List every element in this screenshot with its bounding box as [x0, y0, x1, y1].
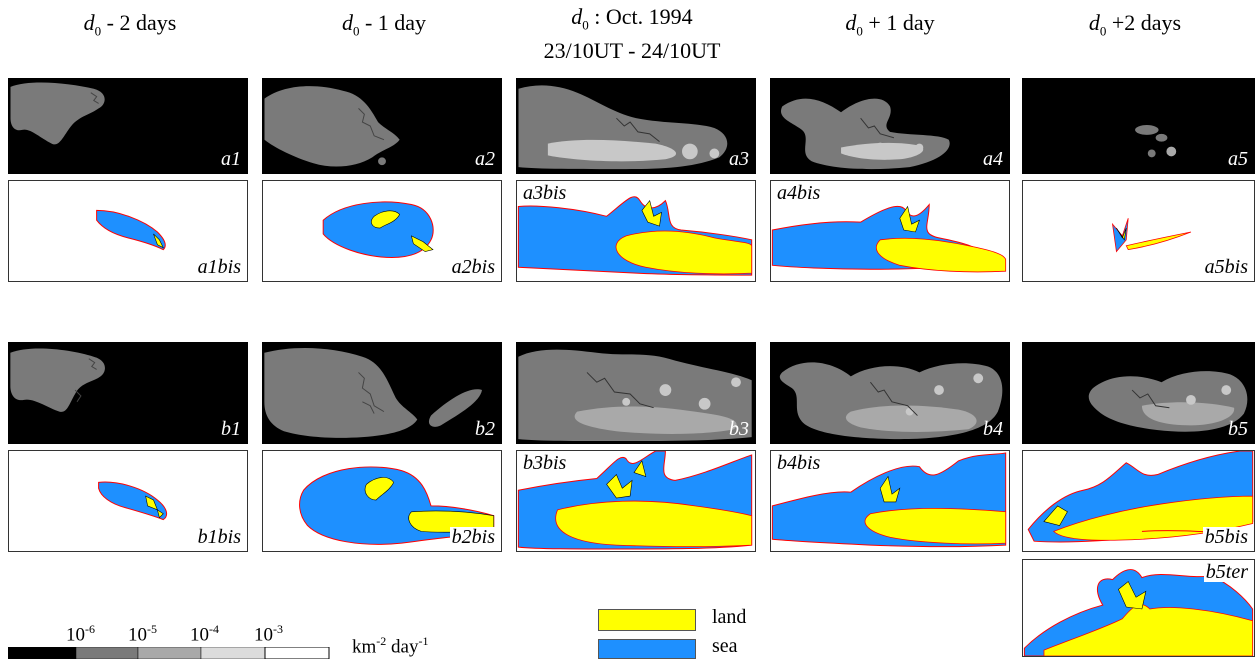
map-panel-a1: a1 — [8, 78, 248, 174]
landsea-panel-b3bis: b3bis — [516, 450, 756, 552]
header-symbol: d — [341, 10, 353, 35]
panel-label-b2bis: b2bis — [449, 526, 497, 548]
header-text: - 2 days — [101, 10, 177, 35]
density-map-a1 — [10, 82, 105, 145]
colorbar-tick-1: 10-6 — [66, 622, 95, 646]
header-date-range: 23/10UT - 24/10UT — [543, 38, 721, 64]
colorbar — [8, 647, 330, 659]
header-text: - 1 day — [359, 10, 427, 35]
colorbar-tick-3: 10-4 — [190, 622, 219, 646]
landsea-map-b1bis — [98, 481, 168, 521]
header-subscript: 0 — [352, 23, 360, 39]
density-map-a4 — [781, 98, 950, 170]
header-text: + 1 day — [862, 10, 935, 35]
panel-label-b5ter: b5ter — [1203, 561, 1250, 583]
panel-label-a1bis: a1bis — [195, 256, 243, 278]
panel-label-b2: b2 — [475, 418, 495, 440]
panel-label-a4: a4 — [983, 148, 1003, 170]
column-header-5: d0 +2 days — [1015, 10, 1255, 44]
landsea-panel-a1bis: a1bis — [8, 180, 248, 282]
panel-label-a5bis: a5bis — [1202, 256, 1250, 278]
landsea-map-a2bis — [322, 201, 434, 258]
landsea-map-a1bis — [96, 209, 166, 251]
landsea-map-a5bis — [1111, 218, 1192, 253]
column-header-4: d0 + 1 day — [770, 10, 1010, 44]
panel-label-a5: a5 — [1228, 148, 1248, 170]
landsea-panel-a2bis: a2bis — [262, 180, 502, 282]
map-panel-b5: b5 — [1022, 342, 1255, 444]
landsea-map-a3bis — [517, 196, 753, 276]
panel-label-b4bis: b4bis — [775, 452, 823, 474]
map-panel-a3: a3 — [516, 78, 756, 174]
colorbar-unit: km-2 day-1 — [352, 634, 429, 658]
landsea-map-b2bis — [299, 466, 495, 545]
landsea-panel-b4bis: b4bis — [770, 450, 1010, 552]
header-text: +2 days — [1106, 10, 1182, 35]
map-panel-b4: b4 — [770, 342, 1010, 444]
density-map-b4 — [779, 362, 1003, 440]
landsea-panel-a3bis: a3bis — [516, 180, 756, 282]
header-text: : Oct. 1994 — [588, 4, 693, 29]
landsea-panel-b5bis: b5bis — [1022, 450, 1255, 552]
map-panel-a4: a4 — [770, 78, 1010, 174]
header-symbol: d — [845, 10, 857, 35]
column-header-1: d0 - 2 days — [10, 10, 250, 44]
panel-label-a4bis: a4bis — [775, 182, 823, 204]
header-symbol: d — [571, 4, 583, 29]
density-map-a3 — [518, 85, 728, 170]
panel-label-b5: b5 — [1228, 418, 1248, 440]
column-header-2: d0 - 1 day — [264, 10, 504, 44]
map-panel-a5: a5 — [1022, 78, 1255, 174]
panel-label-b4: b4 — [983, 418, 1003, 440]
panel-label-a2bis: a2bis — [449, 256, 497, 278]
landsea-map-b5ter — [1023, 569, 1254, 656]
landsea-panel-b1bis: b1bis — [8, 450, 248, 552]
landsea-panel-b5ter: b5ter — [1022, 559, 1255, 657]
density-map-a5 — [1135, 125, 1177, 158]
header-subscript: 0 — [582, 17, 589, 33]
legend-land-swatch — [598, 609, 696, 631]
landsea-panel-a5bis: a5bis — [1022, 180, 1255, 282]
panel-label-b1bis: b1bis — [195, 526, 243, 548]
panel-label-a1: a1 — [221, 148, 241, 170]
panel-label-a3: a3 — [729, 148, 749, 170]
panel-label-b3: b3 — [729, 418, 749, 440]
landsea-panel-b2bis: b2bis — [262, 450, 502, 552]
column-header-3: d0 : Oct. 1994 23/10UT - 24/10UT — [512, 4, 752, 64]
panel-label-a3bis: a3bis — [521, 182, 569, 204]
colorbar-tick-2: 10-5 — [128, 622, 157, 646]
landsea-map-b4bis — [771, 452, 1007, 548]
map-panel-b3: b3 — [516, 342, 756, 444]
header-subscript: 0 — [856, 23, 863, 39]
map-panel-b2: b2 — [262, 342, 502, 444]
panel-label-b1: b1 — [221, 418, 241, 440]
colorbar-tick-4: 10-3 — [254, 622, 283, 646]
landsea-panel-a4bis: a4bis — [770, 180, 1010, 282]
density-map-b3 — [518, 349, 752, 442]
header-symbol: d — [83, 10, 95, 35]
map-panel-a2: a2 — [262, 78, 502, 174]
header-symbol: d — [1088, 10, 1100, 35]
density-map-b1 — [10, 348, 105, 412]
panel-label-a2: a2 — [475, 148, 495, 170]
landsea-map-a4bis — [771, 203, 1007, 273]
header-subscript: 0 — [1099, 23, 1107, 39]
legend-sea-label: sea — [712, 635, 738, 657]
density-map-b5 — [1088, 371, 1248, 432]
landsea-map-b3bis — [517, 451, 753, 550]
legend-land-label: land — [712, 606, 747, 628]
density-map-a2 — [264, 86, 400, 167]
header-subscript: 0 — [94, 23, 102, 39]
density-map-b2 — [264, 347, 482, 438]
panel-label-b3bis: b3bis — [521, 452, 569, 474]
panel-label-b5bis: b5bis — [1202, 526, 1250, 548]
legend-sea-swatch — [598, 639, 696, 659]
map-panel-b1: b1 — [8, 342, 248, 444]
